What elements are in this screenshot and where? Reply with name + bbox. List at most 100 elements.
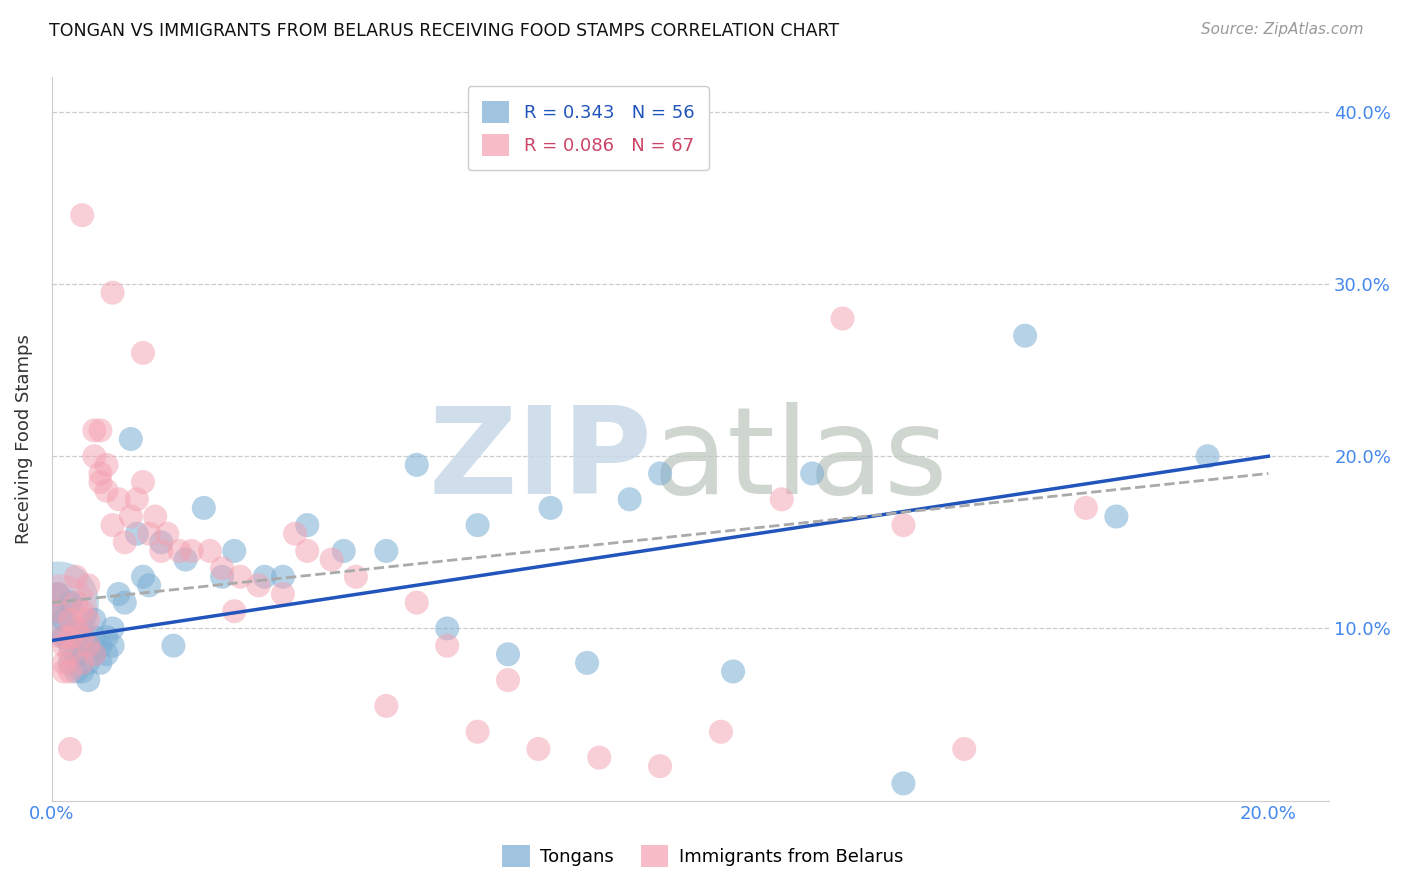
Point: [229, 570, 252, 584]
Point: [52, 630, 75, 644]
Point: [89, 467, 111, 481]
Point: [59, 656, 82, 670]
Point: [70, 604, 93, 618]
Point: [332, 544, 354, 558]
Point: [120, 432, 142, 446]
Point: [59, 647, 82, 661]
Text: TONGAN VS IMMIGRANTS FROM BELARUS RECEIVING FOOD STAMPS CORRELATION CHART: TONGAN VS IMMIGRANTS FROM BELARUS RECEIV…: [49, 22, 839, 40]
Point: [162, 639, 184, 653]
Point: [770, 492, 793, 507]
Text: ZIP: ZIP: [429, 402, 652, 519]
Point: [150, 535, 173, 549]
Point: [70, 630, 93, 644]
Point: [375, 544, 398, 558]
Point: [89, 424, 111, 438]
Legend: Tongans, Immigrants from Belarus: Tongans, Immigrants from Belarus: [495, 838, 911, 874]
Point: [576, 656, 599, 670]
Text: atlas: atlas: [652, 402, 948, 519]
Point: [344, 570, 367, 584]
Point: [101, 285, 124, 300]
Point: [65, 570, 87, 584]
Point: [180, 544, 202, 558]
Point: [96, 647, 118, 661]
Point: [96, 483, 118, 498]
Point: [436, 639, 458, 653]
Point: [375, 698, 398, 713]
Point: [96, 458, 118, 472]
Point: [125, 492, 148, 507]
Point: [211, 570, 233, 584]
Point: [83, 647, 105, 661]
Y-axis label: Receiving Food Stamps: Receiving Food Stamps: [15, 334, 32, 544]
Point: [96, 630, 118, 644]
Point: [893, 776, 915, 790]
Point: [59, 630, 82, 644]
Point: [527, 742, 550, 756]
Point: [70, 630, 93, 644]
Point: [83, 449, 105, 463]
Point: [46, 596, 69, 610]
Point: [297, 518, 319, 533]
Point: [59, 639, 82, 653]
Point: [132, 475, 155, 489]
Point: [143, 509, 166, 524]
Point: [224, 604, 246, 618]
Point: [150, 544, 173, 558]
Point: [65, 596, 87, 610]
Point: [1197, 449, 1219, 463]
Point: [89, 656, 111, 670]
Point: [132, 346, 155, 360]
Point: [893, 518, 915, 533]
Point: [101, 518, 124, 533]
Point: [540, 500, 562, 515]
Point: [114, 596, 136, 610]
Point: [1074, 500, 1097, 515]
Point: [619, 492, 641, 507]
Point: [70, 647, 93, 661]
Point: [59, 613, 82, 627]
Point: [253, 570, 276, 584]
Point: [52, 665, 75, 679]
Point: [46, 604, 69, 618]
Point: [193, 500, 215, 515]
Point: [46, 587, 69, 601]
Point: [405, 596, 427, 610]
Point: [321, 552, 343, 566]
Point: [710, 724, 733, 739]
Point: [65, 622, 87, 636]
Point: [59, 665, 82, 679]
Point: [59, 742, 82, 756]
Point: [83, 613, 105, 627]
Point: [65, 647, 87, 661]
Point: [107, 587, 129, 601]
Point: [77, 578, 100, 592]
Point: [588, 750, 610, 764]
Point: [77, 639, 100, 653]
Point: [46, 587, 69, 601]
Point: [65, 622, 87, 636]
Point: [496, 647, 519, 661]
Point: [70, 208, 93, 222]
Point: [405, 458, 427, 472]
Point: [107, 492, 129, 507]
Point: [77, 656, 100, 670]
Point: [1014, 328, 1036, 343]
Point: [120, 509, 142, 524]
Point: [211, 561, 233, 575]
Point: [77, 613, 100, 627]
Point: [125, 526, 148, 541]
Point: [70, 656, 93, 670]
Point: [271, 570, 294, 584]
Legend: R = 0.343   N = 56, R = 0.086   N = 67: R = 0.343 N = 56, R = 0.086 N = 67: [468, 87, 709, 170]
Point: [138, 526, 160, 541]
Point: [247, 578, 270, 592]
Point: [138, 578, 160, 592]
Point: [89, 639, 111, 653]
Text: Source: ZipAtlas.com: Source: ZipAtlas.com: [1201, 22, 1364, 37]
Point: [59, 596, 82, 610]
Point: [467, 724, 489, 739]
Point: [83, 647, 105, 661]
Point: [436, 622, 458, 636]
Point: [284, 526, 307, 541]
Point: [801, 467, 824, 481]
